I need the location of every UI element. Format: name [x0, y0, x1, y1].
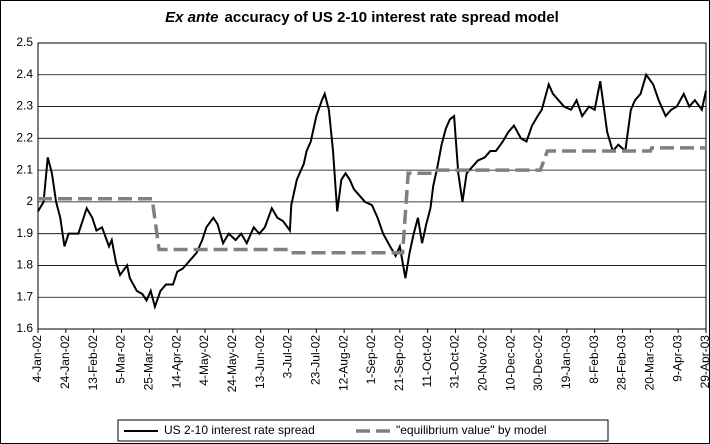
x-tick-label: 19-Jan-03	[559, 335, 573, 389]
x-tick-label: 24-May-02	[225, 335, 239, 393]
x-tick-label: 25-Mar-02	[142, 335, 156, 391]
title-emphasis: Ex ante	[165, 9, 218, 26]
x-tick-label: 13-Jun-02	[253, 335, 267, 389]
series-line	[37, 72, 707, 311]
y-tick-label: 2.1	[16, 162, 33, 176]
x-tick-label: 30-Dec-02	[531, 335, 545, 391]
x-tick-label: 13-Feb-02	[86, 335, 100, 391]
legend-label: "equilibrium value" by model	[396, 423, 547, 437]
x-tick-label: 23-Jul-02	[309, 335, 323, 385]
y-tick-label: 1.6	[16, 321, 33, 335]
y-tick-label: 2	[26, 194, 33, 208]
x-tick-label: 11-Oct-02	[420, 335, 434, 388]
x-tick-label: 20-Mar-03	[643, 335, 657, 391]
x-tick-label: 24-Jan-02	[58, 335, 72, 389]
y-tick-label: 2.5	[16, 35, 33, 49]
x-tick-label: 14-Apr-02	[169, 335, 183, 389]
x-tick-label: 3-Jul-02	[281, 335, 295, 379]
plot-area	[37, 42, 707, 330]
x-tick-label: 9-Apr-03	[670, 335, 684, 382]
y-tick-label: 2.2	[16, 131, 33, 145]
x-tick-label: 12-Aug-02	[336, 335, 350, 391]
y-tick-label: 2.4	[16, 67, 33, 81]
x-tick-label: 21-Sep-02	[392, 335, 406, 391]
y-tick-label: 1.9	[16, 226, 33, 240]
y-tick-label: 1.8	[16, 258, 33, 272]
x-tick-label: 1-Sep-02	[364, 335, 378, 385]
x-tick-label: 10-Dec-02	[503, 335, 517, 391]
x-tick-label: 4-May-02	[197, 335, 211, 386]
x-tick-label: 4-Jan-02	[30, 335, 44, 383]
chart-title: Ex ante accuracy of US 2-10 interest rate…	[165, 9, 559, 26]
x-tick-label: 31-Oct-02	[448, 335, 462, 389]
x-tick-label: 5-Mar-02	[114, 335, 128, 384]
x-tick-label: 28-Feb-03	[615, 335, 629, 391]
x-tick-label: 20-Nov-02	[476, 335, 490, 391]
legend-label: US 2-10 interest rate spread	[164, 423, 315, 437]
series-line	[38, 146, 706, 255]
x-tick-label: 8-Feb-03	[587, 335, 601, 384]
y-tick-label: 1.7	[16, 289, 33, 303]
y-tick-label: 2.3	[16, 99, 33, 113]
x-tick-label: 29-Apr-03	[698, 335, 710, 389]
title-text: accuracy of US 2-10 interest rate spread…	[225, 9, 559, 26]
